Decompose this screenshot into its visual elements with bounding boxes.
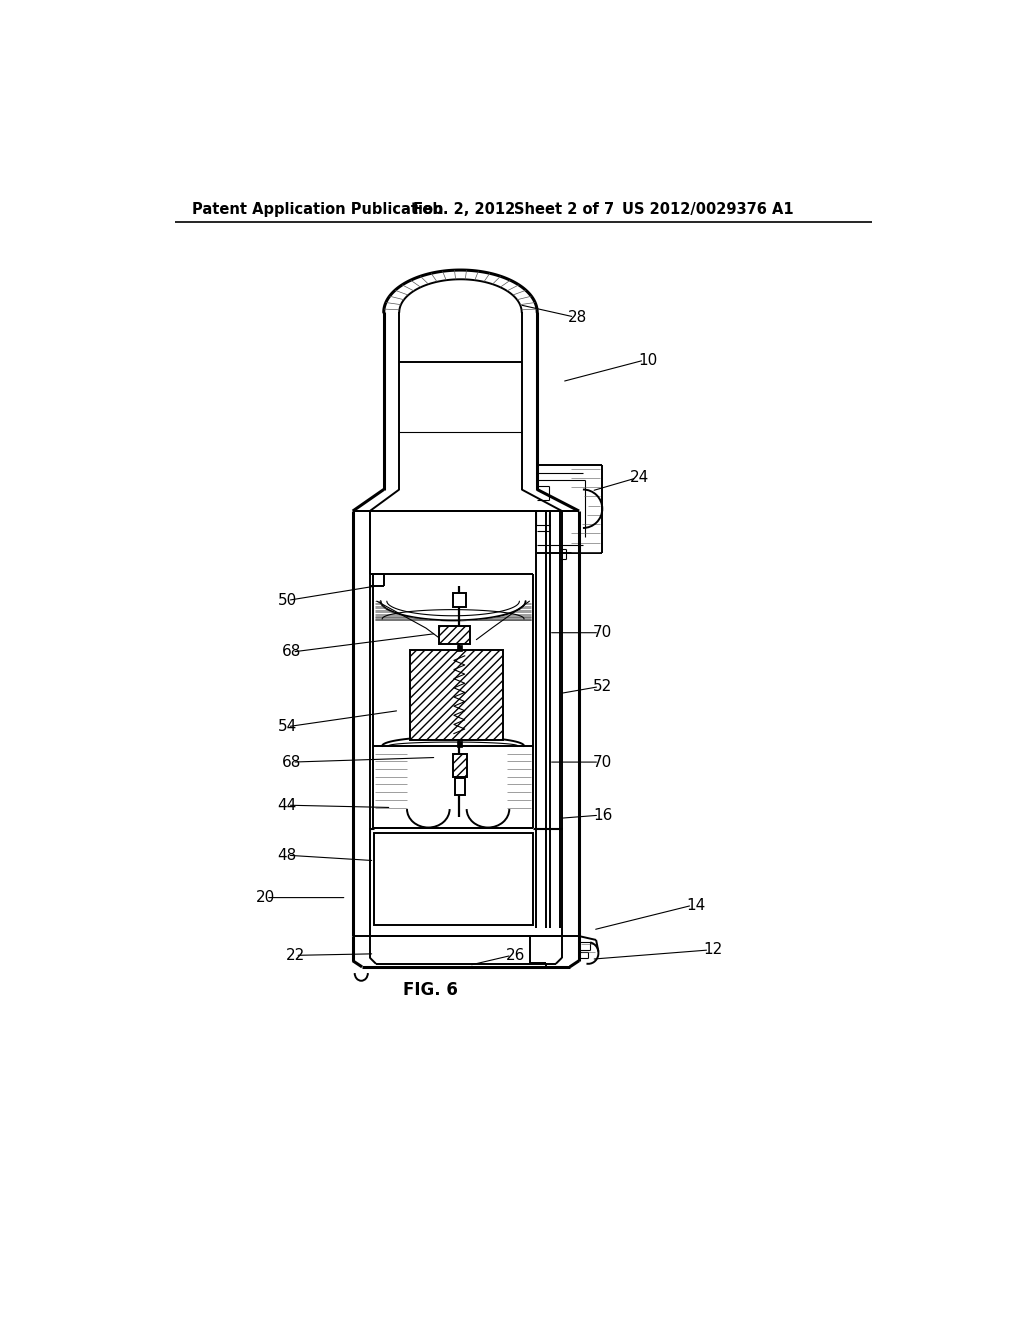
Text: 54: 54 — [278, 719, 297, 734]
Bar — [439, 626, 470, 644]
Bar — [562, 511, 579, 936]
Bar — [457, 645, 462, 651]
Text: 20: 20 — [256, 890, 275, 906]
Bar — [521, 313, 538, 490]
Bar — [352, 511, 370, 936]
Text: 50: 50 — [278, 593, 297, 609]
Bar — [538, 465, 586, 553]
Bar — [374, 833, 532, 924]
Text: 68: 68 — [283, 755, 302, 770]
Bar — [562, 928, 579, 966]
Text: 28: 28 — [568, 309, 588, 325]
Bar — [352, 928, 370, 966]
Bar — [453, 754, 467, 776]
Text: 12: 12 — [703, 942, 722, 957]
Text: 44: 44 — [278, 797, 297, 813]
Bar — [457, 742, 462, 747]
Text: FIG. 6: FIG. 6 — [402, 981, 458, 999]
Text: Sheet 2 of 7: Sheet 2 of 7 — [514, 202, 614, 218]
Bar — [384, 313, 399, 490]
Text: 22: 22 — [286, 948, 305, 962]
Text: 16: 16 — [593, 808, 612, 822]
Text: 10: 10 — [638, 352, 657, 368]
Text: 68: 68 — [283, 644, 302, 660]
Text: 24: 24 — [630, 470, 649, 486]
Text: 52: 52 — [593, 678, 612, 694]
Text: 26: 26 — [506, 948, 524, 962]
Text: US 2012/0029376 A1: US 2012/0029376 A1 — [623, 202, 794, 218]
Text: 14: 14 — [686, 898, 706, 913]
Text: 48: 48 — [278, 847, 297, 863]
Text: Patent Application Publication: Patent Application Publication — [191, 202, 443, 218]
Text: Feb. 2, 2012: Feb. 2, 2012 — [414, 202, 515, 218]
Bar — [453, 594, 466, 607]
Bar — [550, 511, 560, 936]
Text: 70: 70 — [593, 626, 612, 640]
Bar — [456, 779, 465, 795]
Bar — [411, 649, 504, 739]
Text: 70: 70 — [593, 755, 612, 770]
